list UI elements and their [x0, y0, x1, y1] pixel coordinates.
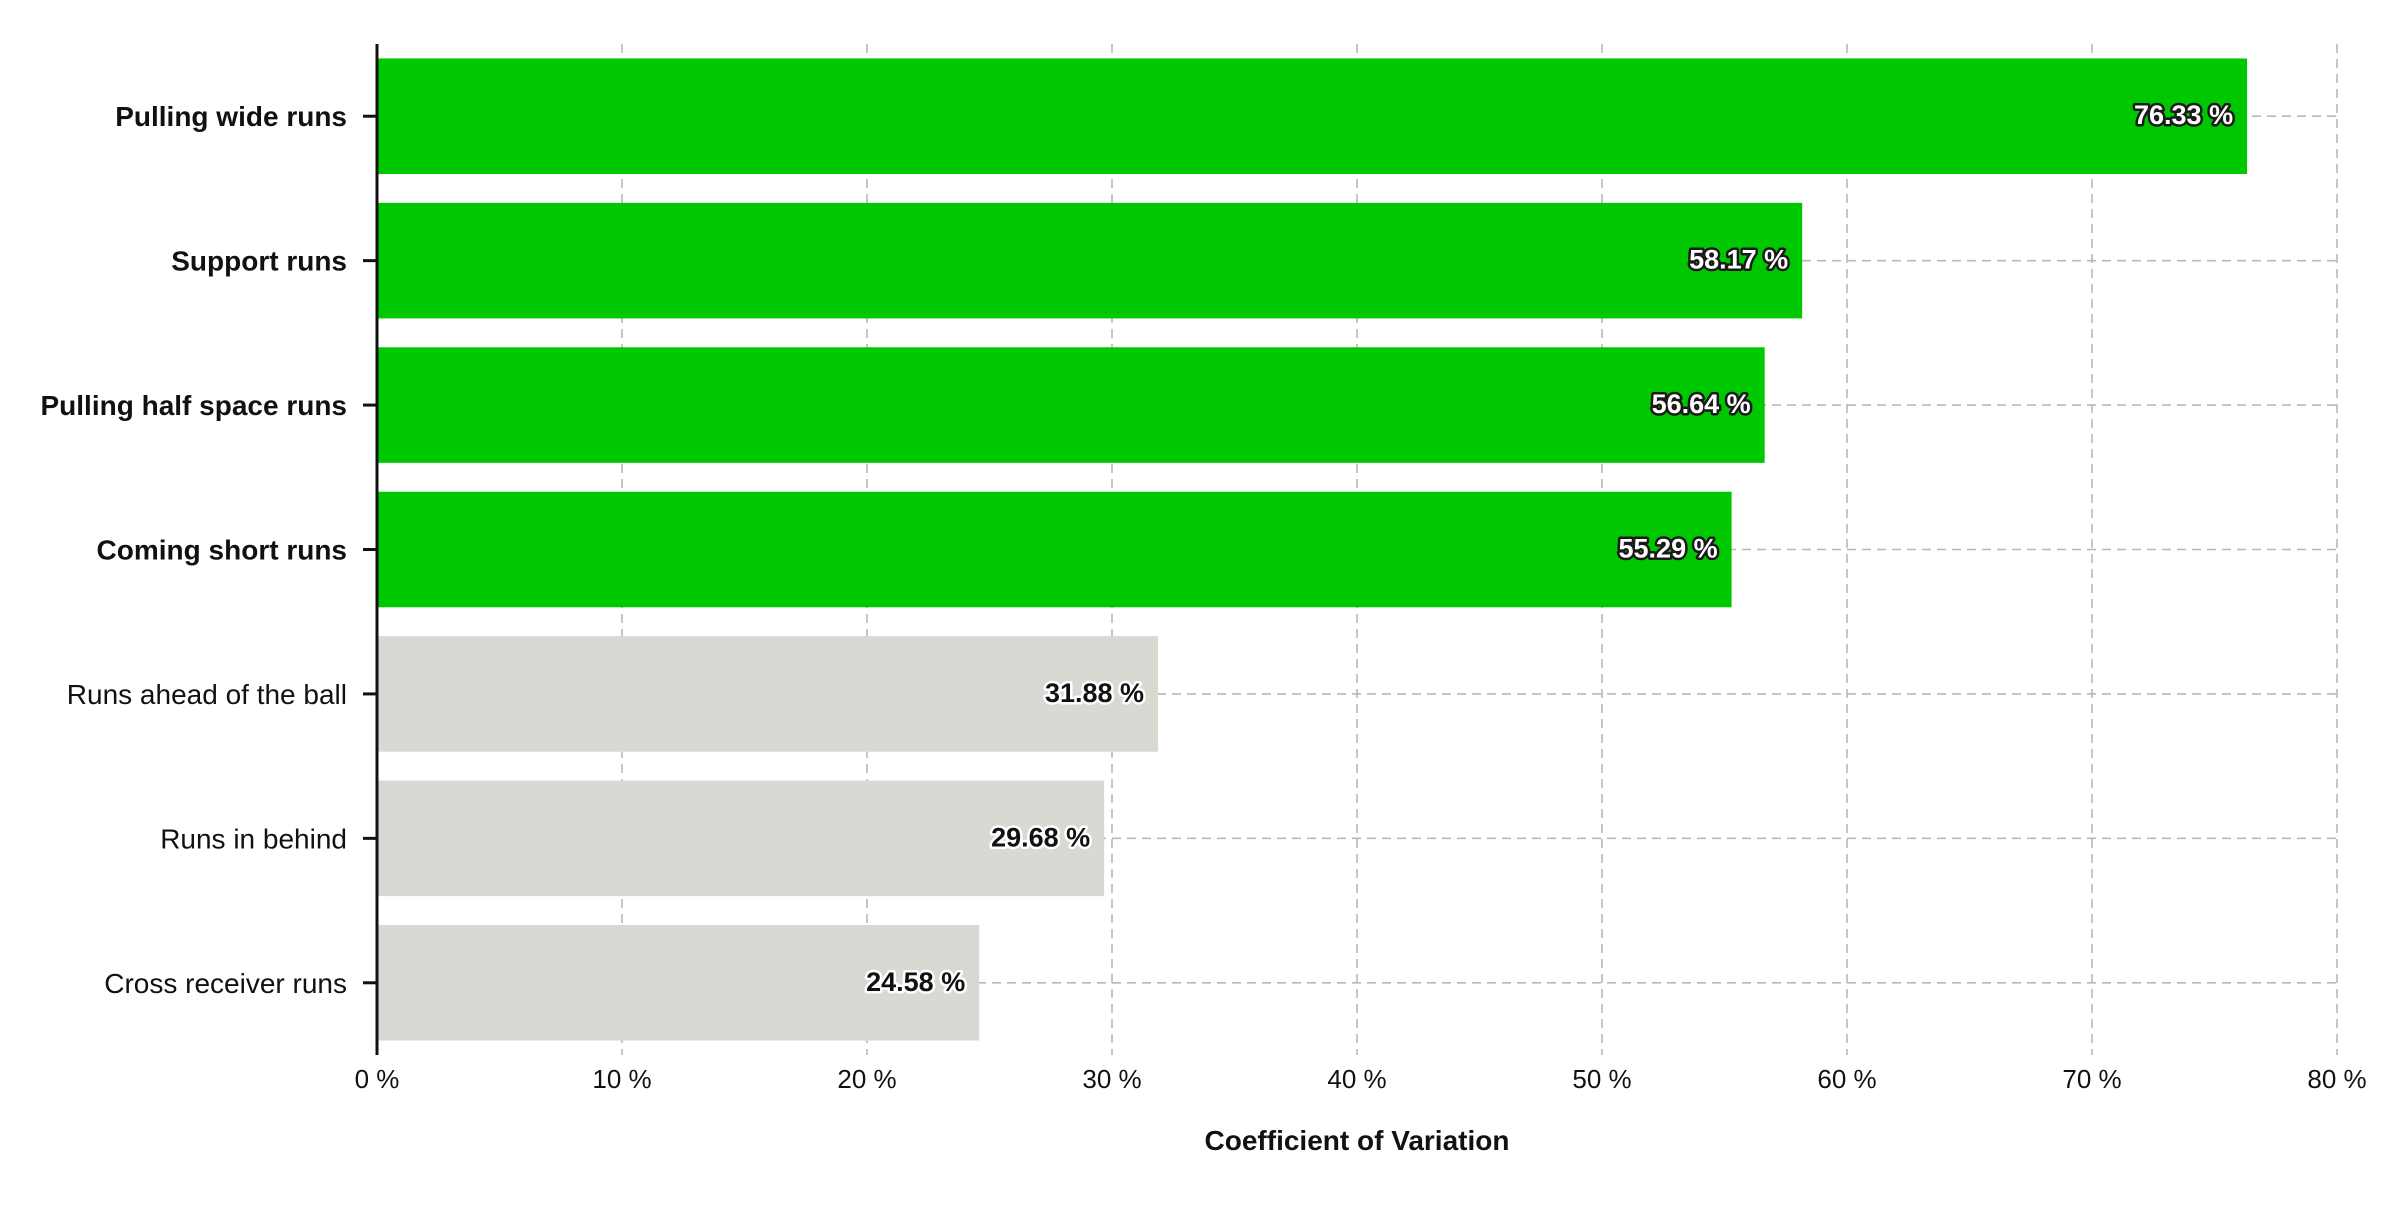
bar: [377, 780, 1105, 897]
bar: [377, 347, 1765, 463]
x-tick-label: 80 %: [2307, 1064, 2366, 1094]
x-tick-label: 30 %: [1082, 1064, 1141, 1094]
bar-value-label: 31.88 %: [1045, 678, 1144, 708]
bar: [377, 491, 1732, 608]
axes: [363, 44, 379, 1055]
y-tick-label: Pulling wide runs: [115, 101, 347, 132]
x-tick-label: 10 %: [592, 1064, 651, 1094]
bar: [377, 202, 1803, 319]
y-tick-label: Coming short runs: [97, 535, 347, 566]
y-tick-label: Support runs: [171, 246, 347, 277]
bar-value-label: 29.68 %: [991, 822, 1090, 852]
bar: [377, 925, 980, 1041]
bar-value-label: 55.29 %: [1619, 534, 1718, 564]
x-tick-label: 20 %: [837, 1064, 896, 1094]
x-tick-label: 50 %: [1572, 1064, 1631, 1094]
bar-value-label: 58.17 %: [1689, 245, 1788, 275]
x-tick-label: 70 %: [2062, 1064, 2121, 1094]
y-tick-label: Cross receiver runs: [104, 968, 347, 999]
x-tick-label: 40 %: [1327, 1064, 1386, 1094]
bar-value-label: 76.33 %: [2134, 100, 2233, 130]
x-axis-title: Coefficient of Variation: [1205, 1125, 1510, 1156]
bar-value-label: 56.64 %: [1652, 389, 1751, 419]
y-tick-label: Runs in behind: [160, 823, 347, 854]
labels: 0 % 10 % 20 % 30 % 40 % 50 % 60 % 70 % 80 % Pulli…: [40, 98, 2366, 1094]
bar-value-label: 24.58 %: [866, 967, 965, 997]
bar: [377, 636, 1159, 752]
y-tick-label: Pulling half space runs: [40, 390, 347, 421]
x-tick-label: 0 %: [355, 1064, 400, 1094]
y-tick-label: Runs ahead of the ball: [67, 679, 347, 710]
x-tick-label: 60 %: [1817, 1064, 1876, 1094]
bar: [377, 58, 2248, 174]
bars: [377, 58, 2248, 1041]
